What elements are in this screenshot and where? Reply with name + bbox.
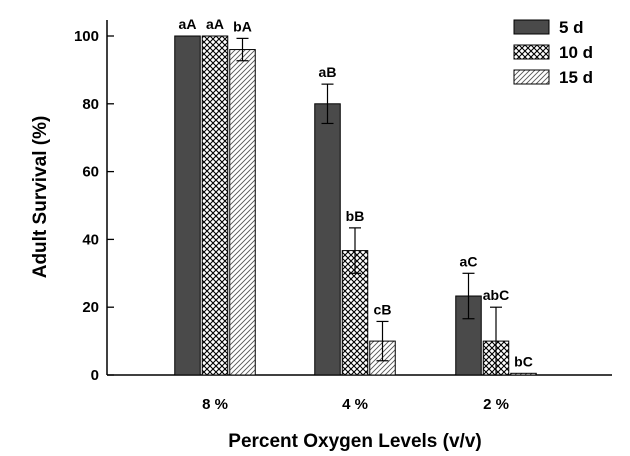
legend-label: 15 d [559, 68, 593, 87]
legend-swatch [513, 44, 550, 60]
bar [314, 103, 341, 376]
legend-label: 10 d [559, 43, 593, 62]
bar [174, 35, 201, 376]
legend-label: 5 d [559, 18, 584, 37]
bar [229, 49, 256, 376]
y-tick-label: 0 [91, 367, 99, 384]
y-tick-label: 60 [82, 164, 99, 181]
significance-label: aC [460, 253, 478, 269]
y-tick-label: 40 [82, 231, 99, 248]
bars [174, 35, 537, 376]
bar [201, 35, 229, 376]
bar [455, 295, 482, 376]
significance-label: cB [374, 301, 392, 317]
legend-swatch [513, 19, 550, 35]
y-tick-label: 80 [82, 96, 99, 113]
y-tick-label: 100 [74, 28, 99, 45]
significance-label: abC [483, 287, 509, 303]
error-bars [236, 37, 502, 376]
bar [510, 372, 537, 376]
y-tick-label: 20 [82, 299, 99, 316]
x-tick-label: 8 % [202, 396, 228, 413]
significance-labels: aA aB aC aA bB abC bA cB bC [179, 16, 533, 369]
x-tick-label: 2 % [483, 396, 509, 413]
significance-label: aA [179, 16, 197, 32]
x-tick-label: 4 % [342, 396, 368, 413]
y-axis-title: Adult Survival (%) [30, 116, 51, 279]
significance-label: bC [514, 353, 533, 369]
y-ticks: 0 20 40 60 80 100 [74, 28, 114, 384]
x-axis-title: Percent Oxygen Levels (v/v) [228, 431, 481, 452]
legend-swatch [513, 69, 550, 85]
significance-label: bB [346, 208, 365, 224]
legend: 5 d 10 d 15 d [513, 18, 593, 87]
significance-label: aB [319, 64, 337, 80]
significance-label: aA [206, 16, 224, 32]
significance-label: bA [233, 18, 252, 34]
